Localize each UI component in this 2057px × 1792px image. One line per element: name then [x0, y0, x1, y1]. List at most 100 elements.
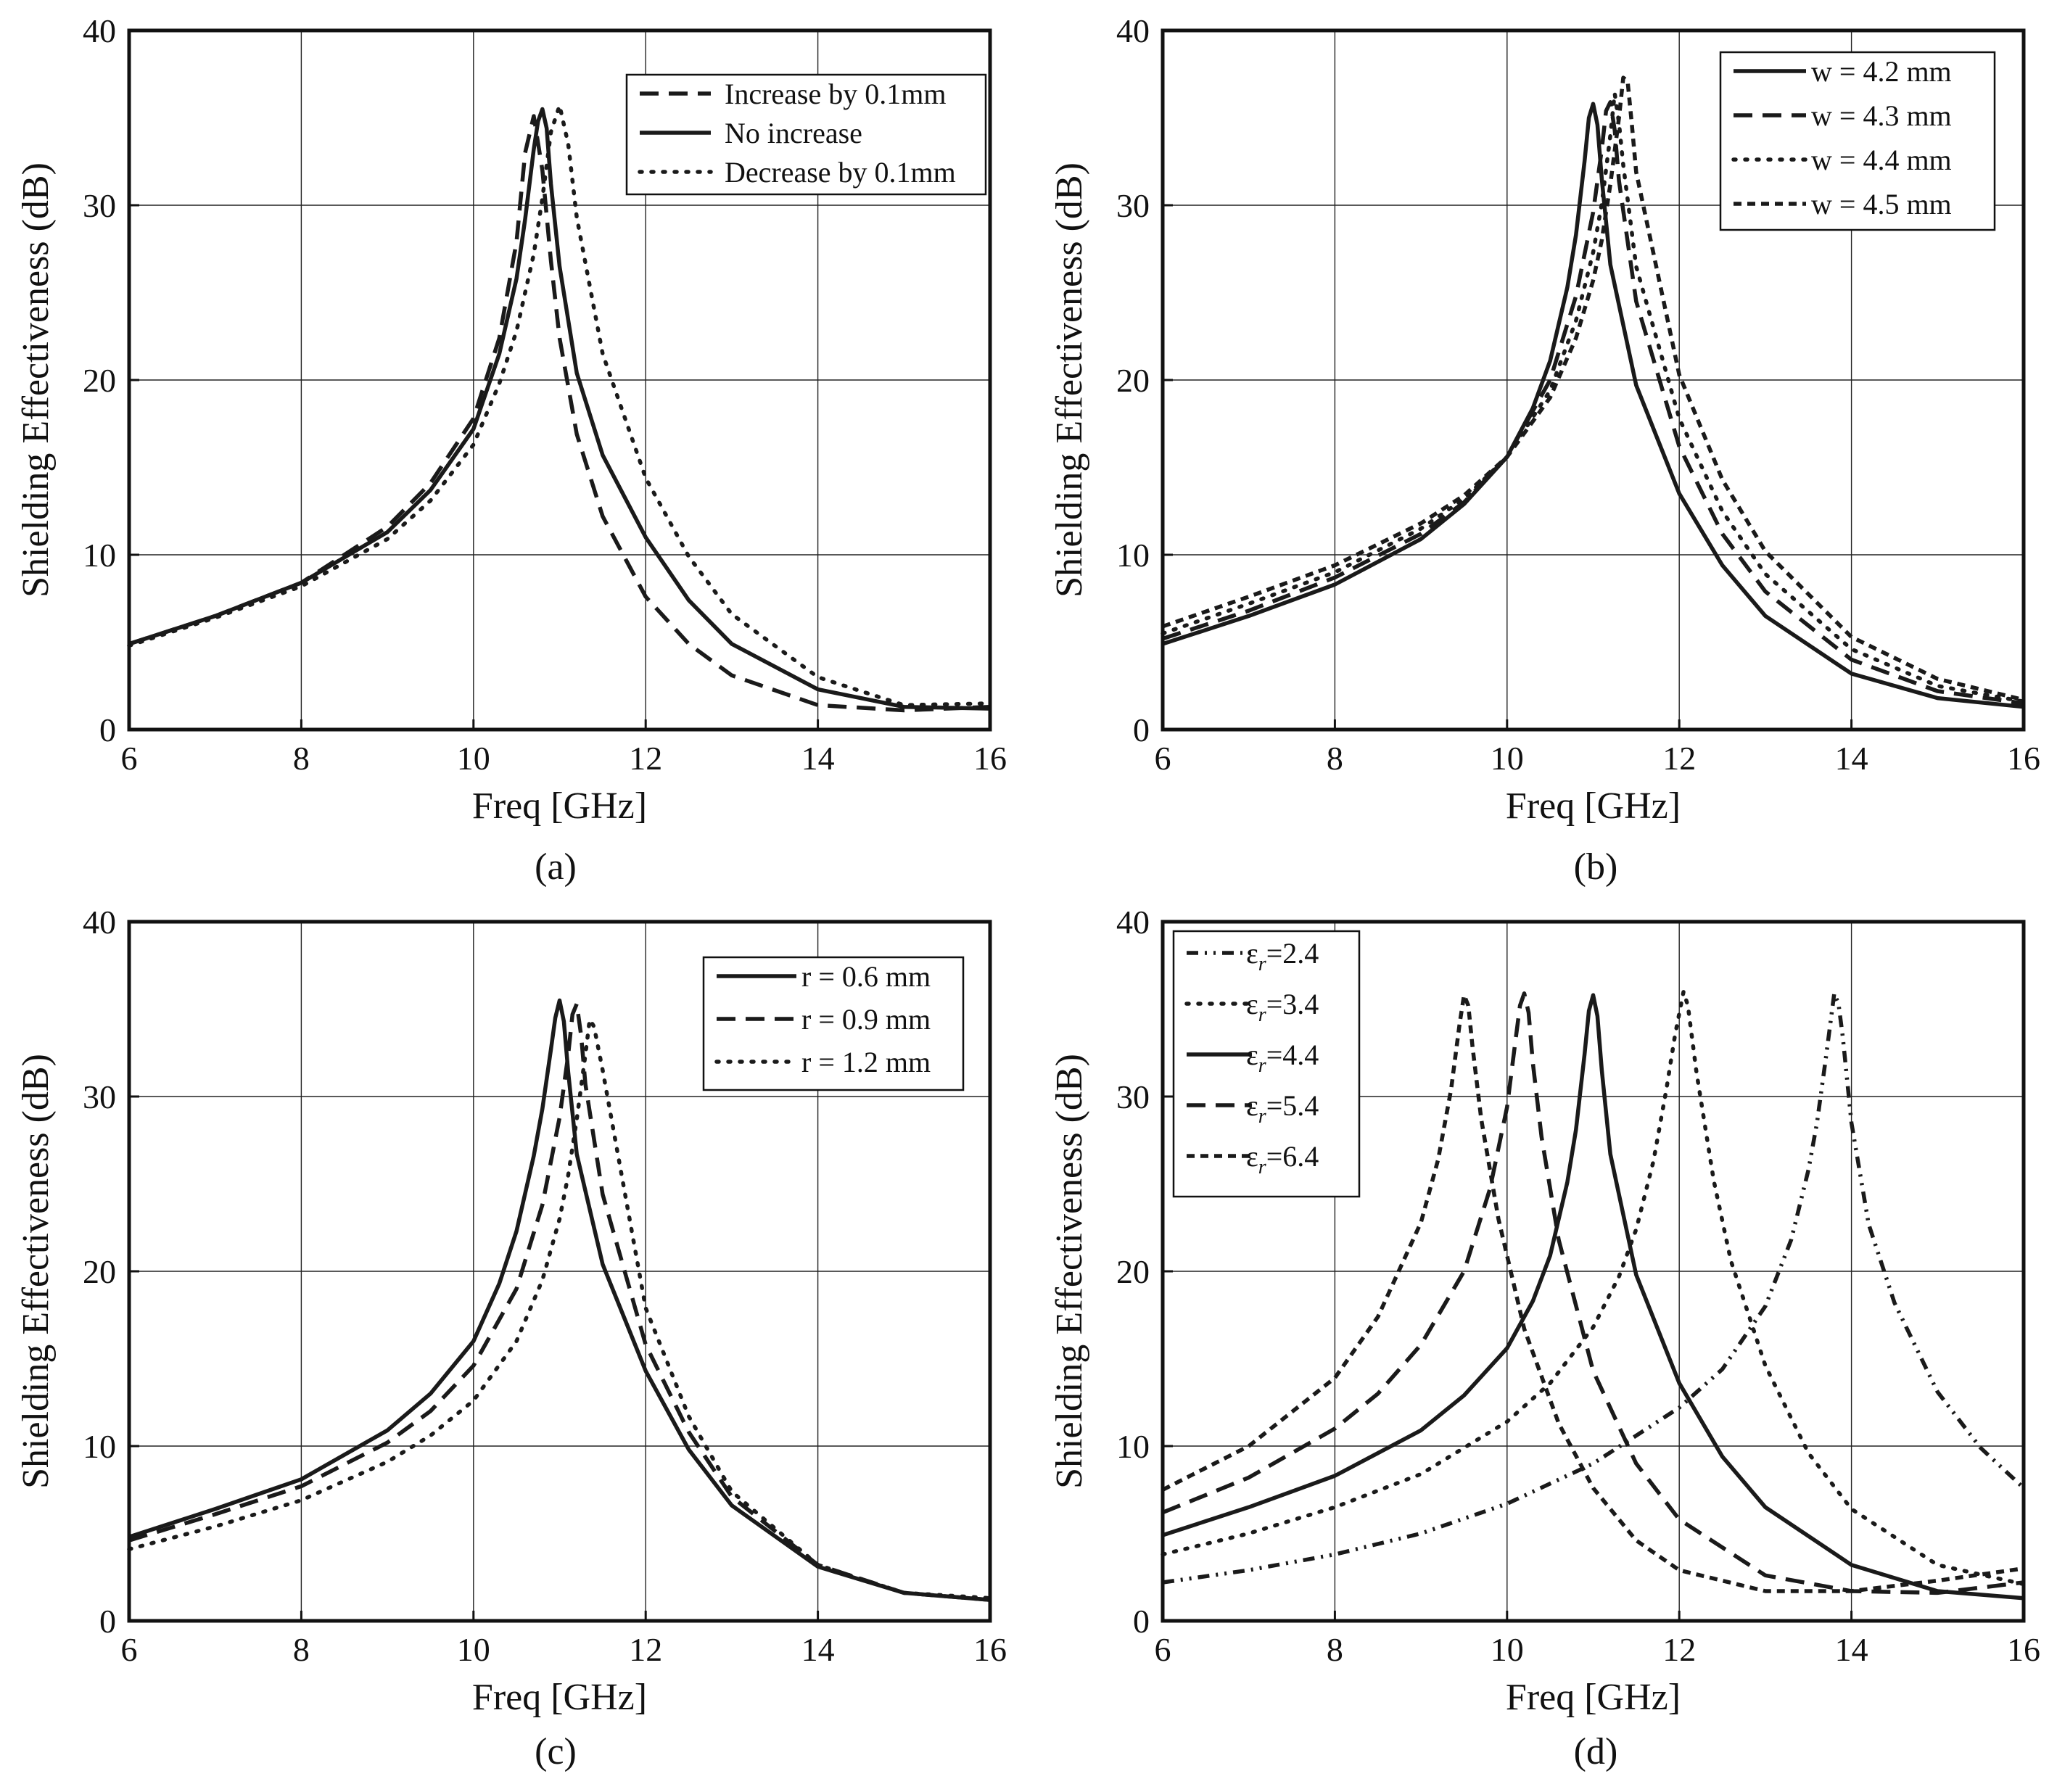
legend: εr=2.4 εr=3.4 εr=4.4 εr=5.4 εr=6.4 [1172, 930, 1361, 1198]
panel-a: 6 8 10 12 14 16 0 10 20 30 40 Freq [GHz] Shielding E… [15, 12, 1007, 888]
y-tick-label: 10 [83, 1428, 116, 1465]
series-line-1 [1162, 102, 2024, 709]
y-tick-label: 40 [83, 12, 116, 49]
legend: w = 4.2 mm w = 4.3 mm w = 4.4 mm w = 4.5 mm [1719, 51, 1996, 231]
legend-label: w = 4.3 mm [1811, 99, 1952, 132]
y-tick-label: 20 [83, 362, 116, 399]
x-tick-label: 12 [1662, 1631, 1696, 1668]
plot-frame [1161, 920, 2026, 1623]
legend-label: r = 1.2 mm [801, 1046, 931, 1078]
series-line-3 [1162, 993, 2024, 1601]
x-tick-label: 16 [2007, 1631, 2040, 1668]
y-tick-label: 30 [83, 187, 116, 224]
legend-label: εr=6.4 [1246, 1140, 1319, 1178]
y-axis-label: Shielding Effectiveness (dB) [15, 162, 57, 598]
panel-caption: (d) [1574, 1731, 1618, 1772]
series-line-3 [127, 1017, 992, 1601]
x-tick-label: 8 [293, 740, 310, 777]
panel-c: 6 8 10 12 14 16 0 10 20 30 40 Freq [GHz] Shielding E… [15, 904, 1007, 1772]
x-tick-label: 12 [629, 740, 662, 777]
x-axis-label: Freq [GHz] [472, 785, 647, 827]
panel-caption: (c) [535, 1731, 577, 1772]
legend-label: w = 4.4 mm [1811, 144, 1952, 176]
x-tick-label: 14 [801, 740, 835, 777]
series-line-2 [128, 107, 991, 711]
series-line-2 [128, 1002, 991, 1602]
legend-label: w = 4.5 mm [1811, 188, 1952, 220]
y-axis-label: Shielding Effectiveness (dB) [1049, 1054, 1090, 1489]
y-tick-label: 10 [1116, 537, 1150, 574]
x-tick-label: 8 [1327, 740, 1343, 777]
x-tick-label: 10 [1491, 740, 1524, 777]
legend-box [702, 956, 965, 1091]
y-axis-label: Shielding Effectiveness (dB) [1049, 162, 1090, 598]
y-tick-label: 40 [1116, 904, 1150, 941]
y-tick-label: 20 [1116, 1253, 1150, 1290]
x-tick-label: 6 [1155, 740, 1171, 777]
x-tick-label: 16 [973, 740, 1007, 777]
x-tick-label: 14 [1835, 1631, 1868, 1668]
legend-label: r = 0.9 mm [801, 1003, 931, 1036]
legend-label: Increase by 0.1mm [725, 78, 946, 110]
x-tick-label: 10 [1491, 1631, 1524, 1668]
y-tick-label: 0 [99, 711, 116, 748]
x-axis-label: Freq [GHz] [1506, 785, 1681, 827]
x-tick-label: 8 [293, 1631, 310, 1668]
x-tick-label: 14 [1835, 740, 1868, 777]
y-tick-label: 30 [1116, 1078, 1150, 1115]
x-tick-label: 6 [1155, 1631, 1171, 1668]
x-tick-label: 12 [629, 1631, 662, 1668]
series-line-2 [1161, 989, 2026, 1587]
x-tick-label: 16 [973, 1631, 1007, 1668]
y-tick-label: 10 [83, 537, 116, 574]
legend-label: εr=2.4 [1246, 937, 1319, 975]
legend-label: εr=5.4 [1246, 1089, 1319, 1128]
legend-label: w = 4.2 mm [1811, 55, 1952, 88]
legend-label: εr=3.4 [1246, 988, 1319, 1026]
x-tick-label: 16 [2007, 740, 2040, 777]
y-tick-label: 10 [1116, 1428, 1150, 1465]
series-line-3 [1161, 91, 2026, 704]
x-tick-label: 10 [457, 740, 490, 777]
y-tick-label: 30 [83, 1078, 116, 1115]
panel-caption: (b) [1574, 846, 1618, 888]
panel-b: 6 8 10 12 14 16 0 10 20 30 40 Freq [GHz] Shielding E… [1049, 12, 2040, 888]
y-tick-label: 20 [83, 1253, 116, 1290]
y-tick-label: 40 [83, 904, 116, 941]
y-tick-label: 40 [1116, 12, 1150, 49]
panel-caption: (a) [535, 846, 577, 888]
series-line-5 [1161, 993, 2024, 1593]
legend-label: Decrease by 0.1mm [725, 156, 956, 189]
x-tick-label: 6 [121, 740, 138, 777]
legend: Increase by 0.1mm No increase Decrease by … [625, 73, 987, 196]
x-tick-label: 8 [1327, 1631, 1343, 1668]
y-tick-label: 30 [1116, 187, 1150, 224]
y-tick-label: 0 [1133, 1603, 1150, 1640]
x-axis-label: Freq [GHz] [1506, 1677, 1681, 1718]
series-line-1 [128, 998, 991, 1602]
series-line-4 [1161, 991, 2024, 1595]
y-tick-label: 0 [99, 1603, 116, 1640]
legend-box [1719, 51, 1996, 231]
x-tick-label: 14 [801, 1631, 835, 1668]
panel-d: 6 8 10 12 14 16 0 10 20 30 40 Freq [GHz] Shielding E… [1049, 904, 2040, 1772]
legend-label: r = 0.6 mm [801, 960, 931, 993]
x-axis-label: Freq [GHz] [472, 1677, 647, 1718]
y-axis-label: Shielding Effectiveness (dB) [15, 1054, 57, 1489]
plot-frame [1161, 28, 2026, 732]
series-line-3 [127, 103, 992, 708]
series-line-4 [1162, 75, 2024, 702]
plot-frame [127, 28, 992, 732]
legend-box [1172, 930, 1361, 1198]
series-line-2 [1162, 100, 2024, 706]
x-tick-label: 12 [1662, 740, 1696, 777]
series-line-1 [1162, 991, 2025, 1585]
plot-frame [127, 920, 992, 1623]
y-tick-label: 20 [1116, 362, 1150, 399]
x-tick-label: 10 [457, 1631, 490, 1668]
legend-label: No increase [725, 117, 862, 149]
y-tick-label: 0 [1133, 711, 1150, 748]
x-tick-label: 6 [121, 1631, 138, 1668]
series-line-1 [128, 114, 991, 713]
